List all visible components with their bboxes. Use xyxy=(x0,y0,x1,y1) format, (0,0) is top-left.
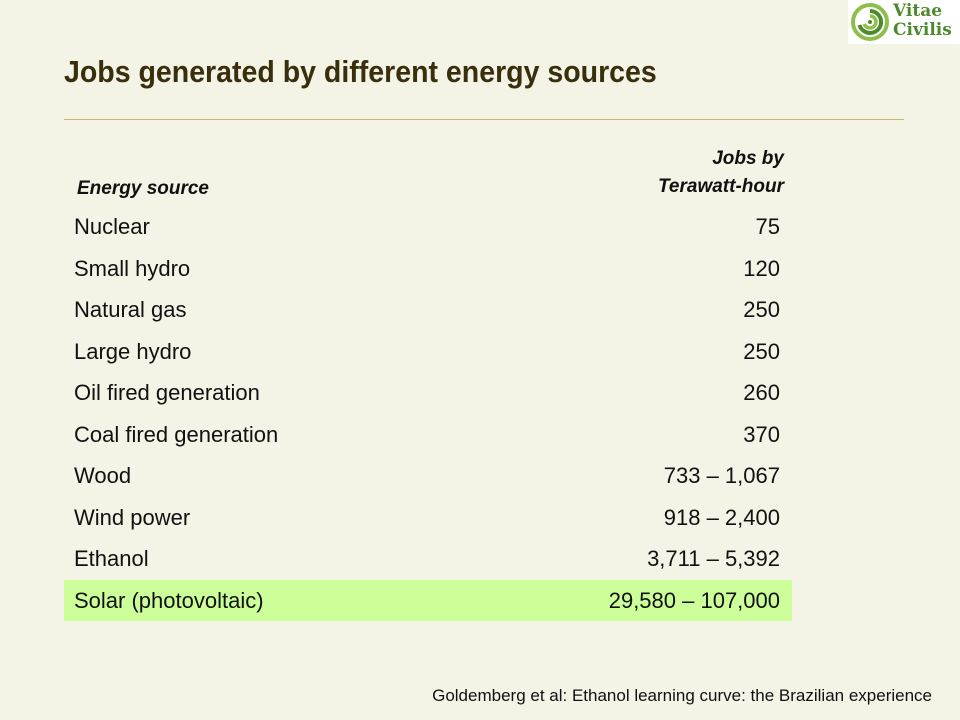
table-row: Large hydro 250 xyxy=(64,331,792,373)
jobs-value-cell: 370 xyxy=(743,421,780,447)
table-row: Small hydro 120 xyxy=(64,248,792,290)
jobs-value-cell: 260 xyxy=(743,380,780,405)
source-citation: Goldemberg et al: Ethanol learning curve… xyxy=(432,686,932,705)
jobs-value-cell: 75 xyxy=(755,214,780,239)
table-row: Natural gas 250 xyxy=(64,289,792,331)
vitae-civilis-logo: Vitae Civilis xyxy=(848,0,960,44)
header-jobs: Jobs by Terawatt-hour xyxy=(564,145,784,201)
energy-source-cell: Nuclear xyxy=(74,214,150,239)
jobs-value-cell: 733 – 1,067 xyxy=(663,463,780,488)
header-jobs-line2: Terawatt-hour xyxy=(658,176,784,197)
table-row-highlighted: Solar (photovoltaic) 29,580 – 107,000 xyxy=(64,579,792,621)
spiral-icon xyxy=(851,3,889,41)
table-row: Wood 733 – 1,067 xyxy=(64,455,792,497)
jobs-value-cell: 250 xyxy=(743,338,780,364)
table-row: Oil fired generation 260 xyxy=(64,372,792,414)
table-row: Wind power 918 – 2,400 xyxy=(64,497,792,539)
logo-text: Vitae Civilis xyxy=(893,2,952,40)
header-energy-source: Energy source xyxy=(77,178,209,199)
jobs-value-cell: 250 xyxy=(743,297,780,322)
jobs-table: Energy source Jobs by Terawatt-hour Nucl… xyxy=(64,140,792,621)
logo-text-line2: Civilis xyxy=(893,20,952,40)
energy-source-cell: Wood xyxy=(74,463,132,488)
title-divider xyxy=(64,119,904,120)
jobs-value-cell: 120 xyxy=(743,255,780,281)
energy-source-cell: Solar (photovoltaic) xyxy=(74,587,264,613)
energy-source-cell: Large hydro xyxy=(74,338,192,364)
jobs-value-cell: 29,580 – 107,000 xyxy=(608,587,780,613)
jobs-value-cell: 3,711 – 5,392 xyxy=(647,546,780,571)
logo-text-line1: Vitae xyxy=(893,1,943,21)
page-title: Jobs generated by different energy sourc… xyxy=(64,54,657,89)
energy-source-cell: Oil fired generation xyxy=(74,380,260,405)
energy-source-cell: Natural gas xyxy=(74,297,187,322)
energy-source-cell: Wind power xyxy=(74,504,191,530)
table-row: Ethanol 3,711 – 5,392 xyxy=(64,538,792,580)
table-row: Coal fired generation 370 xyxy=(64,414,792,456)
header-jobs-line1: Jobs by xyxy=(712,148,784,169)
energy-source-cell: Ethanol xyxy=(74,546,149,571)
energy-source-cell: Small hydro xyxy=(74,255,191,281)
table-row: Nuclear 75 xyxy=(64,206,792,248)
energy-source-cell: Coal fired generation xyxy=(74,421,279,447)
table-header: Energy source Jobs by Terawatt-hour xyxy=(64,140,792,206)
jobs-value-cell: 918 – 2,400 xyxy=(663,504,780,530)
